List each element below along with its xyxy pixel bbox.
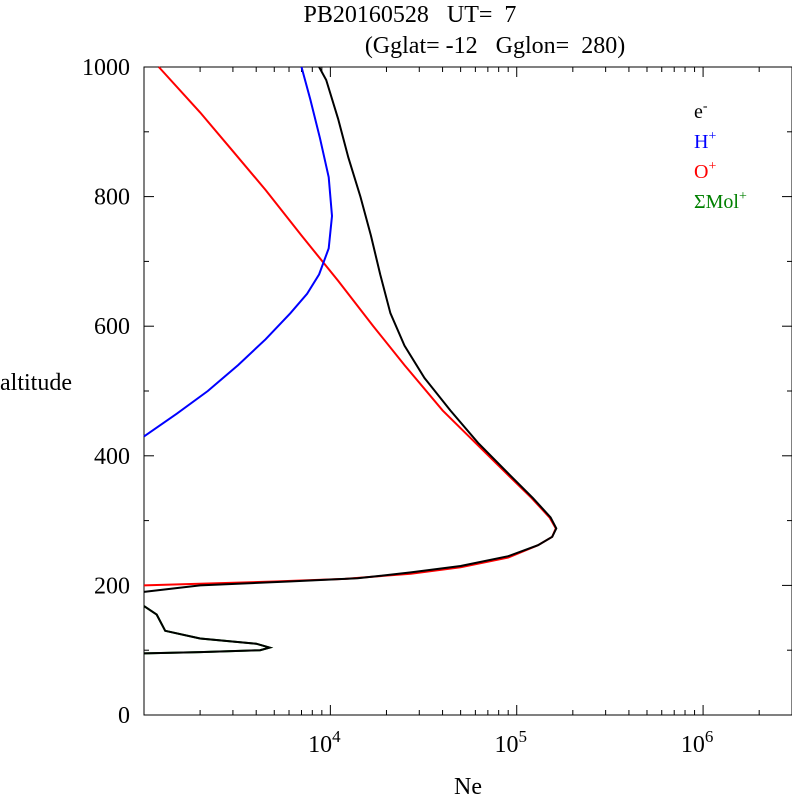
x-axis-label: Ne <box>454 774 482 796</box>
x-tick-label: 106 <box>681 727 714 758</box>
series-line-mol <box>143 605 274 655</box>
y-axis-ticks: 0 200 400 600 800 1000 <box>82 55 792 729</box>
legend-item: ΣMol+ <box>694 189 747 213</box>
x-axis-ticks: 104 105 106 <box>308 727 713 758</box>
x-tick-label: 105 <box>494 727 527 758</box>
y-tick-label: 1000 <box>82 55 130 81</box>
legend-item: H+ <box>694 129 716 153</box>
minor-ticks <box>143 67 792 715</box>
y-tick-label: 600 <box>94 314 130 340</box>
y-axis-label: altitude <box>0 370 72 396</box>
y-tick-label: 400 <box>94 444 130 470</box>
legend-item: e- <box>694 99 708 123</box>
x-tick-label: 104 <box>308 727 341 758</box>
series-layer <box>143 66 558 655</box>
series-line-h-plus <box>143 66 334 438</box>
series-line-electron <box>143 66 558 655</box>
legend: e- H+ O+ ΣMol+ <box>694 99 747 213</box>
series-line-o-plus <box>143 66 557 587</box>
y-tick-label: 200 <box>94 573 130 599</box>
chart-title-line2: (Gglat= -12 Gglon= 280) <box>365 33 625 59</box>
legend-item: O+ <box>694 159 716 183</box>
y-tick-label: 0 <box>118 703 130 729</box>
chart-title-line1: PB20160528 UT= 7 <box>304 2 517 28</box>
y-tick-label: 800 <box>94 185 130 211</box>
